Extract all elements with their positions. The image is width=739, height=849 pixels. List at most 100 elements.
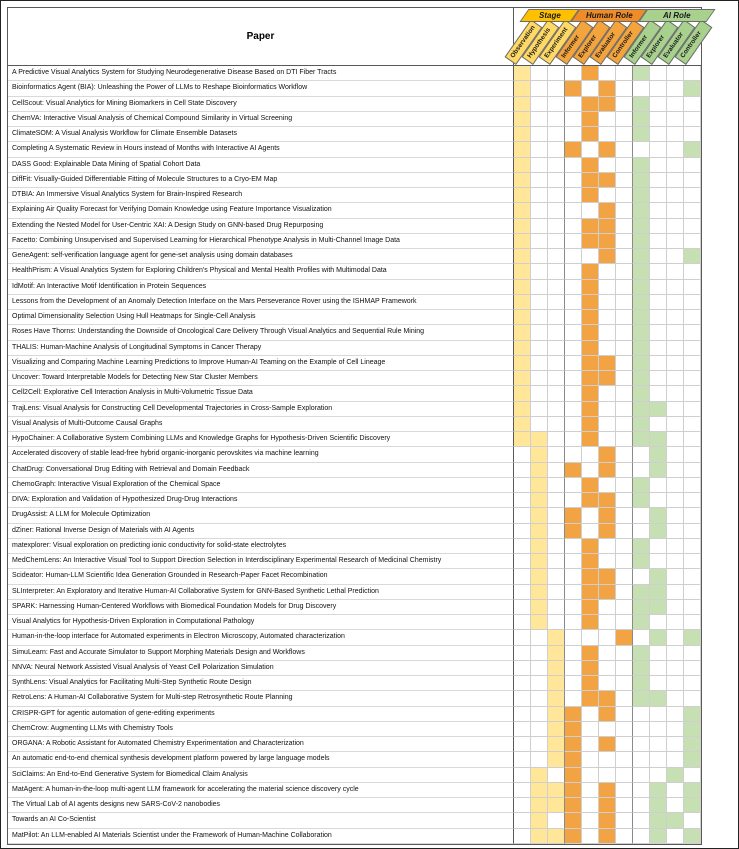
matrix-cell-ai-evaluator (667, 386, 684, 402)
matrix-cell-stage-observation (514, 188, 531, 204)
matrix-cell-ai-informer (632, 493, 650, 509)
matrix-cell-stage-observation (514, 371, 531, 387)
matrix-cell-human-informer (564, 127, 582, 143)
matrix-cell-ai-evaluator (667, 782, 684, 798)
matrix-cell-ai-controller (684, 721, 701, 737)
matrix-cell-stage-experiment (548, 706, 565, 722)
matrix-cell-human-controller (616, 279, 633, 295)
matrix-cell-human-informer (564, 538, 582, 554)
matrix-cell-human-evaluator (599, 523, 616, 539)
matrix-cell-stage-experiment (548, 737, 565, 753)
matrix-cell-ai-explorer (650, 767, 667, 783)
group-header-label: AI Role (663, 11, 691, 20)
matrix-cell-human-informer (564, 523, 582, 539)
matrix-cell-human-explorer (582, 111, 599, 127)
matrix-cell-stage-experiment (548, 752, 565, 768)
matrix-cell-human-explorer (582, 752, 599, 768)
table-row: A Predictive Visual Analytics System for… (8, 66, 701, 82)
paper-title: SLInterpreter: An Exploratory and Iterat… (8, 584, 514, 600)
matrix-cell-stage-experiment (548, 615, 565, 631)
matrix-cell-stage-observation (514, 279, 531, 295)
matrix-cell-ai-informer (632, 218, 650, 234)
matrix-cell-human-controller (616, 828, 633, 844)
matrix-cell-human-explorer (582, 737, 599, 753)
matrix-cell-stage-observation (514, 615, 531, 631)
matrix-cell-human-informer (564, 569, 582, 585)
matrix-cell-human-evaluator (599, 630, 616, 646)
matrix-cell-stage-experiment (548, 127, 565, 143)
paper-title: A Predictive Visual Analytics System for… (8, 66, 514, 82)
matrix-cell-stage-observation (514, 81, 531, 97)
matrix-cell-ai-explorer (650, 615, 667, 631)
matrix-cell-stage-hypothesis (531, 737, 548, 753)
matrix-cell-human-evaluator (599, 615, 616, 631)
paper-title: DTBIA: An Immersive Visual Analytics Sys… (8, 188, 514, 204)
paper-title: SciClaims: An End-to-End Generative Syst… (8, 767, 514, 783)
matrix-cell-ai-controller (684, 538, 701, 554)
matrix-cell-ai-evaluator (667, 569, 684, 585)
matrix-cell-human-explorer (582, 96, 599, 112)
matrix-cell-stage-hypothesis (531, 645, 548, 661)
matrix-cell-ai-evaluator (667, 432, 684, 448)
matrix-cell-ai-controller (684, 523, 701, 539)
matrix-cell-human-explorer (582, 188, 599, 204)
matrix-cell-stage-hypothesis (531, 294, 548, 310)
matrix-cell-ai-controller (684, 767, 701, 783)
table-row: Extending the Nested Model for User-Cent… (8, 218, 701, 234)
table-row: DIVA: Exploration and Validation of Hypo… (8, 493, 701, 509)
matrix-cell-stage-hypothesis (531, 157, 548, 173)
table-row: THALIS: Human-Machine Analysis of Longit… (8, 340, 701, 356)
matrix-cell-ai-evaluator (667, 127, 684, 143)
matrix-cell-human-evaluator (599, 386, 616, 402)
table-header: Paper Observation Hypothesis Experiment Inf… (8, 8, 716, 66)
table-row: HypoChainer: A Collaborative System Comb… (8, 432, 701, 448)
matrix-cell-stage-hypothesis (531, 493, 548, 509)
matrix-cell-ai-explorer (650, 523, 667, 539)
matrix-cell-ai-controller (684, 569, 701, 585)
matrix-cell-human-informer (564, 188, 582, 204)
matrix-cell-stage-experiment (548, 310, 565, 326)
matrix-cell-human-explorer (582, 508, 599, 524)
matrix-cell-human-informer (564, 660, 582, 676)
matrix-cell-stage-hypothesis (531, 477, 548, 493)
matrix-cell-human-explorer (582, 355, 599, 371)
matrix-cell-ai-controller (684, 249, 701, 265)
matrix-cell-stage-hypothesis (531, 264, 548, 280)
matrix-cell-human-explorer (582, 721, 599, 737)
matrix-cell-human-informer (564, 172, 582, 188)
matrix-cell-stage-hypothesis (531, 432, 548, 448)
paper-title: Completing A Systematic Review in Hours … (8, 142, 514, 158)
table-row: Roses Have Thorns: Understanding the Dow… (8, 325, 701, 341)
paper-title: SynthLens: Visual Analytics for Facilita… (8, 676, 514, 692)
matrix-cell-stage-experiment (548, 249, 565, 265)
matrix-cell-ai-evaluator (667, 630, 684, 646)
paper-column-header: Paper (8, 8, 514, 65)
paper-title: DrugAssist: A LLM for Molecule Optimizat… (8, 508, 514, 524)
matrix-cell-human-controller (616, 401, 633, 417)
matrix-cell-ai-informer (632, 782, 650, 798)
matrix-cell-human-informer (564, 66, 582, 82)
matrix-cell-ai-explorer (650, 401, 667, 417)
matrix-cell-stage-experiment (548, 264, 565, 280)
matrix-cell-ai-evaluator (667, 188, 684, 204)
matrix-cell-human-informer (564, 691, 582, 707)
paper-title: matexplorer: Visual exploration on predi… (8, 538, 514, 554)
matrix-cell-ai-controller (684, 432, 701, 448)
matrix-cell-ai-informer (632, 599, 650, 615)
matrix-cell-stage-hypothesis (531, 691, 548, 707)
matrix-cell-ai-explorer (650, 462, 667, 478)
matrix-cell-stage-hypothesis (531, 310, 548, 326)
matrix-cell-human-evaluator (599, 462, 616, 478)
matrix-cell-human-explorer (582, 782, 599, 798)
matrix-cell-ai-informer (632, 264, 650, 280)
matrix-cell-human-controller (616, 599, 633, 615)
matrix-cell-ai-explorer (650, 279, 667, 295)
table-row: SimuLearn: Fast and Accurate Simulator t… (8, 645, 701, 661)
matrix-cell-ai-informer (632, 706, 650, 722)
matrix-cell-ai-informer (632, 691, 650, 707)
matrix-cell-ai-explorer (650, 477, 667, 493)
paper-title: Lessons from the Development of an Anoma… (8, 294, 514, 310)
matrix-cell-human-controller (616, 676, 633, 692)
matrix-cell-ai-evaluator (667, 584, 684, 600)
matrix-cell-human-explorer (582, 325, 599, 341)
